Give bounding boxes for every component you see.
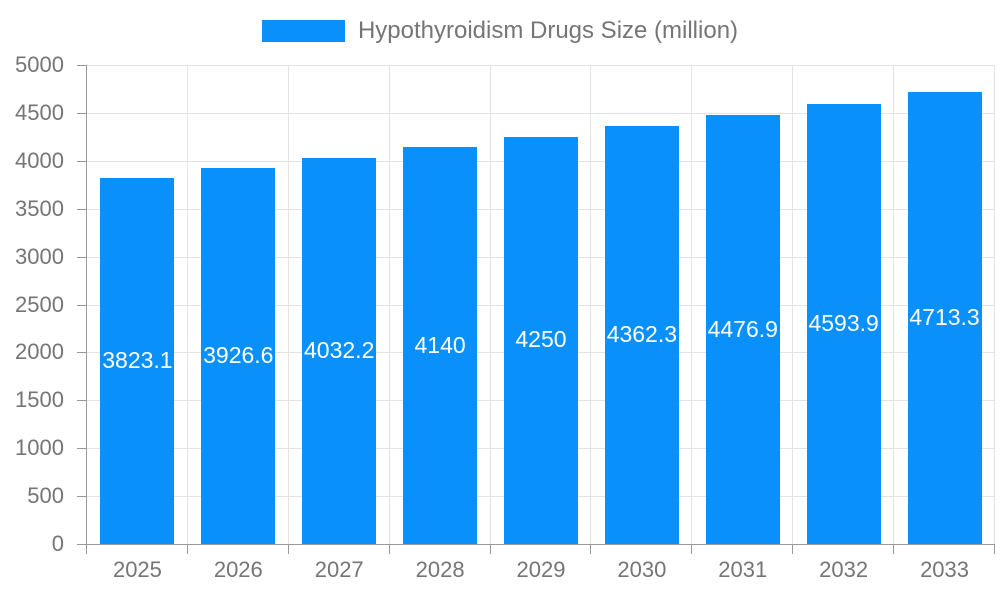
x-tick-label: 2026: [213, 557, 263, 582]
bar[interactable]: [907, 92, 982, 544]
gridline-horizontal: [87, 112, 995, 114]
x-tick-label: 2033: [920, 557, 970, 582]
x-tick-label: 2029: [516, 557, 566, 582]
x-axis-tick: [792, 545, 794, 554]
bar[interactable]: [201, 167, 276, 544]
bar[interactable]: [100, 177, 175, 544]
x-axis-tick: [590, 545, 592, 554]
x-axis-tick: [893, 545, 895, 554]
y-tick-label: 4000: [15, 147, 64, 173]
x-axis-tick: [388, 545, 390, 554]
bar[interactable]: [302, 157, 377, 544]
y-axis-tick: [77, 496, 86, 498]
y-tick-label: 0: [51, 531, 64, 556]
x-tick-label: 2031: [718, 557, 768, 582]
y-axis-tick: [77, 65, 86, 66]
y-tick-label: 1000: [15, 435, 64, 461]
y-axis-tick: [77, 400, 86, 402]
x-tick-label: 2030: [617, 557, 667, 582]
x-axis-tick: [691, 545, 693, 554]
x-axis-tick: [86, 545, 87, 554]
x-tick-label: 2025: [112, 557, 162, 582]
y-axis-tick: [77, 304, 86, 306]
x-axis-tick: [994, 545, 995, 554]
legend[interactable]: Hypothyroidism Drugs Size (million): [0, 13, 1000, 49]
y-tick-label: 4500: [15, 99, 64, 125]
plot-area: 3823.1 3926.6 4032.2 4140 4250 4362.3 4476.9 45…: [15, 53, 995, 582]
y-axis-tick: [77, 208, 86, 210]
gridline-horizontal: [87, 65, 995, 66]
y-tick-label: 3500: [15, 195, 64, 221]
bar[interactable]: [705, 115, 780, 544]
bar[interactable]: [604, 126, 679, 544]
y-tick-label: 500: [27, 483, 64, 509]
x-axis-tick: [489, 545, 491, 554]
y-axis-tick: [77, 256, 86, 258]
y-tick-label: 1500: [15, 387, 64, 413]
y-tick-label: 2000: [15, 339, 64, 365]
legend-label[interactable]: Hypothyroidism Drugs Size (million): [357, 17, 739, 44]
y-tick-label: 2500: [15, 291, 64, 317]
y-axis-tick: [77, 352, 86, 354]
y-tick-label: 5000: [15, 52, 64, 77]
bar[interactable]: [403, 147, 478, 544]
x-axis-tick: [287, 545, 289, 554]
x-tick-label: 2028: [415, 557, 465, 582]
y-axis-tick: [77, 160, 86, 162]
y-axis-tick: [77, 448, 86, 450]
x-axis-line: [86, 544, 995, 545]
y-axis-tick: [77, 544, 86, 545]
legend-swatch[interactable]: [261, 20, 345, 42]
y-axis-line: [86, 65, 87, 544]
x-tick-label: 2032: [819, 557, 869, 582]
x-tick-label: 2027: [314, 557, 364, 582]
y-tick-label: 3000: [15, 243, 64, 269]
bar[interactable]: [504, 136, 578, 544]
y-axis-tick: [77, 112, 86, 114]
x-axis-tick: [186, 545, 188, 554]
bar[interactable]: [806, 103, 881, 544]
